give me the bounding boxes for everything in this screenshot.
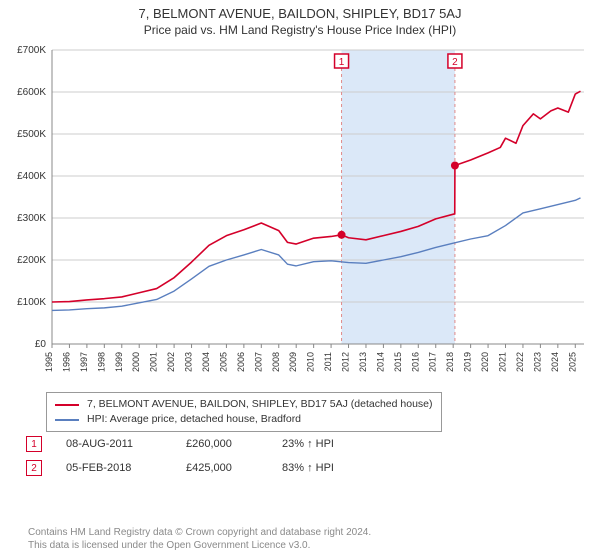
svg-text:2006: 2006 — [236, 352, 246, 372]
svg-text:1999: 1999 — [114, 352, 124, 372]
svg-text:2024: 2024 — [550, 352, 560, 372]
sale-pct: 23% ↑ HPI — [282, 438, 382, 450]
svg-text:2023: 2023 — [532, 352, 542, 372]
sale-price: £425,000 — [186, 462, 282, 474]
copyright-line-2: This data is licensed under the Open Gov… — [28, 539, 371, 552]
sale-date: 08-AUG-2011 — [66, 438, 186, 450]
svg-text:1998: 1998 — [96, 352, 106, 372]
svg-text:2004: 2004 — [201, 352, 211, 372]
svg-text:2007: 2007 — [253, 352, 263, 372]
legend-item: 7, BELMONT AVENUE, BAILDON, SHIPLEY, BD1… — [55, 397, 433, 412]
legend-swatch — [55, 404, 79, 406]
svg-text:2000: 2000 — [131, 352, 141, 372]
price-chart: £0 £100K £200K £300K £400K £500K £600K £700K 199… — [10, 44, 590, 384]
svg-text:2002: 2002 — [166, 352, 176, 372]
svg-text:£300K: £300K — [17, 213, 46, 224]
sale-marker: 2 — [26, 460, 42, 476]
sale-row: 2 05-FEB-2018£425,00083% ↑ HPI — [26, 456, 382, 480]
svg-text:£400K: £400K — [17, 171, 46, 182]
svg-text:1995: 1995 — [44, 352, 54, 372]
svg-text:£0: £0 — [35, 339, 47, 350]
legend-label: 7, BELMONT AVENUE, BAILDON, SHIPLEY, BD1… — [87, 397, 433, 412]
svg-text:1997: 1997 — [79, 352, 89, 372]
sales-table: 1 08-AUG-2011£260,00023% ↑ HPI 2 05-FEB-201… — [26, 432, 382, 480]
svg-text:2017: 2017 — [428, 352, 438, 372]
svg-text:2003: 2003 — [184, 352, 194, 372]
svg-text:2021: 2021 — [498, 352, 508, 372]
sale-row: 1 08-AUG-2011£260,00023% ↑ HPI — [26, 432, 382, 456]
svg-text:2015: 2015 — [393, 352, 403, 372]
svg-text:2001: 2001 — [149, 352, 159, 372]
svg-text:2012: 2012 — [341, 352, 351, 372]
svg-text:2025: 2025 — [567, 352, 577, 372]
sale-marker: 1 — [26, 436, 42, 452]
legend: 7, BELMONT AVENUE, BAILDON, SHIPLEY, BD1… — [46, 392, 442, 432]
svg-text:2018: 2018 — [445, 352, 455, 372]
svg-text:£500K: £500K — [17, 129, 46, 140]
svg-text:2020: 2020 — [480, 352, 490, 372]
svg-text:£700K: £700K — [17, 45, 46, 56]
svg-text:£200K: £200K — [17, 255, 46, 266]
svg-text:2013: 2013 — [358, 352, 368, 372]
svg-text:1: 1 — [339, 57, 345, 68]
svg-text:2: 2 — [452, 57, 458, 68]
svg-text:2016: 2016 — [410, 352, 420, 372]
svg-text:1996: 1996 — [61, 352, 71, 372]
copyright: Contains HM Land Registry data © Crown c… — [28, 526, 371, 552]
svg-text:2019: 2019 — [463, 352, 473, 372]
svg-text:2022: 2022 — [515, 352, 525, 372]
sale-pct: 83% ↑ HPI — [282, 462, 382, 474]
svg-text:2011: 2011 — [323, 352, 333, 371]
page-title: 7, BELMONT AVENUE, BAILDON, SHIPLEY, BD1… — [0, 0, 600, 21]
svg-text:2009: 2009 — [288, 352, 298, 372]
svg-text:2014: 2014 — [375, 352, 385, 372]
svg-text:2005: 2005 — [218, 352, 228, 372]
legend-swatch — [55, 419, 79, 421]
svg-text:£600K: £600K — [17, 87, 46, 98]
sale-date: 05-FEB-2018 — [66, 462, 186, 474]
page-subtitle: Price paid vs. HM Land Registry's House … — [0, 21, 600, 41]
sale-price: £260,000 — [186, 438, 282, 450]
legend-label: HPI: Average price, detached house, Brad… — [87, 412, 301, 427]
svg-text:2008: 2008 — [271, 352, 281, 372]
svg-text:2010: 2010 — [306, 352, 316, 372]
svg-text:£100K: £100K — [17, 297, 46, 308]
copyright-line-1: Contains HM Land Registry data © Crown c… — [28, 526, 371, 539]
legend-item: HPI: Average price, detached house, Brad… — [55, 412, 433, 427]
